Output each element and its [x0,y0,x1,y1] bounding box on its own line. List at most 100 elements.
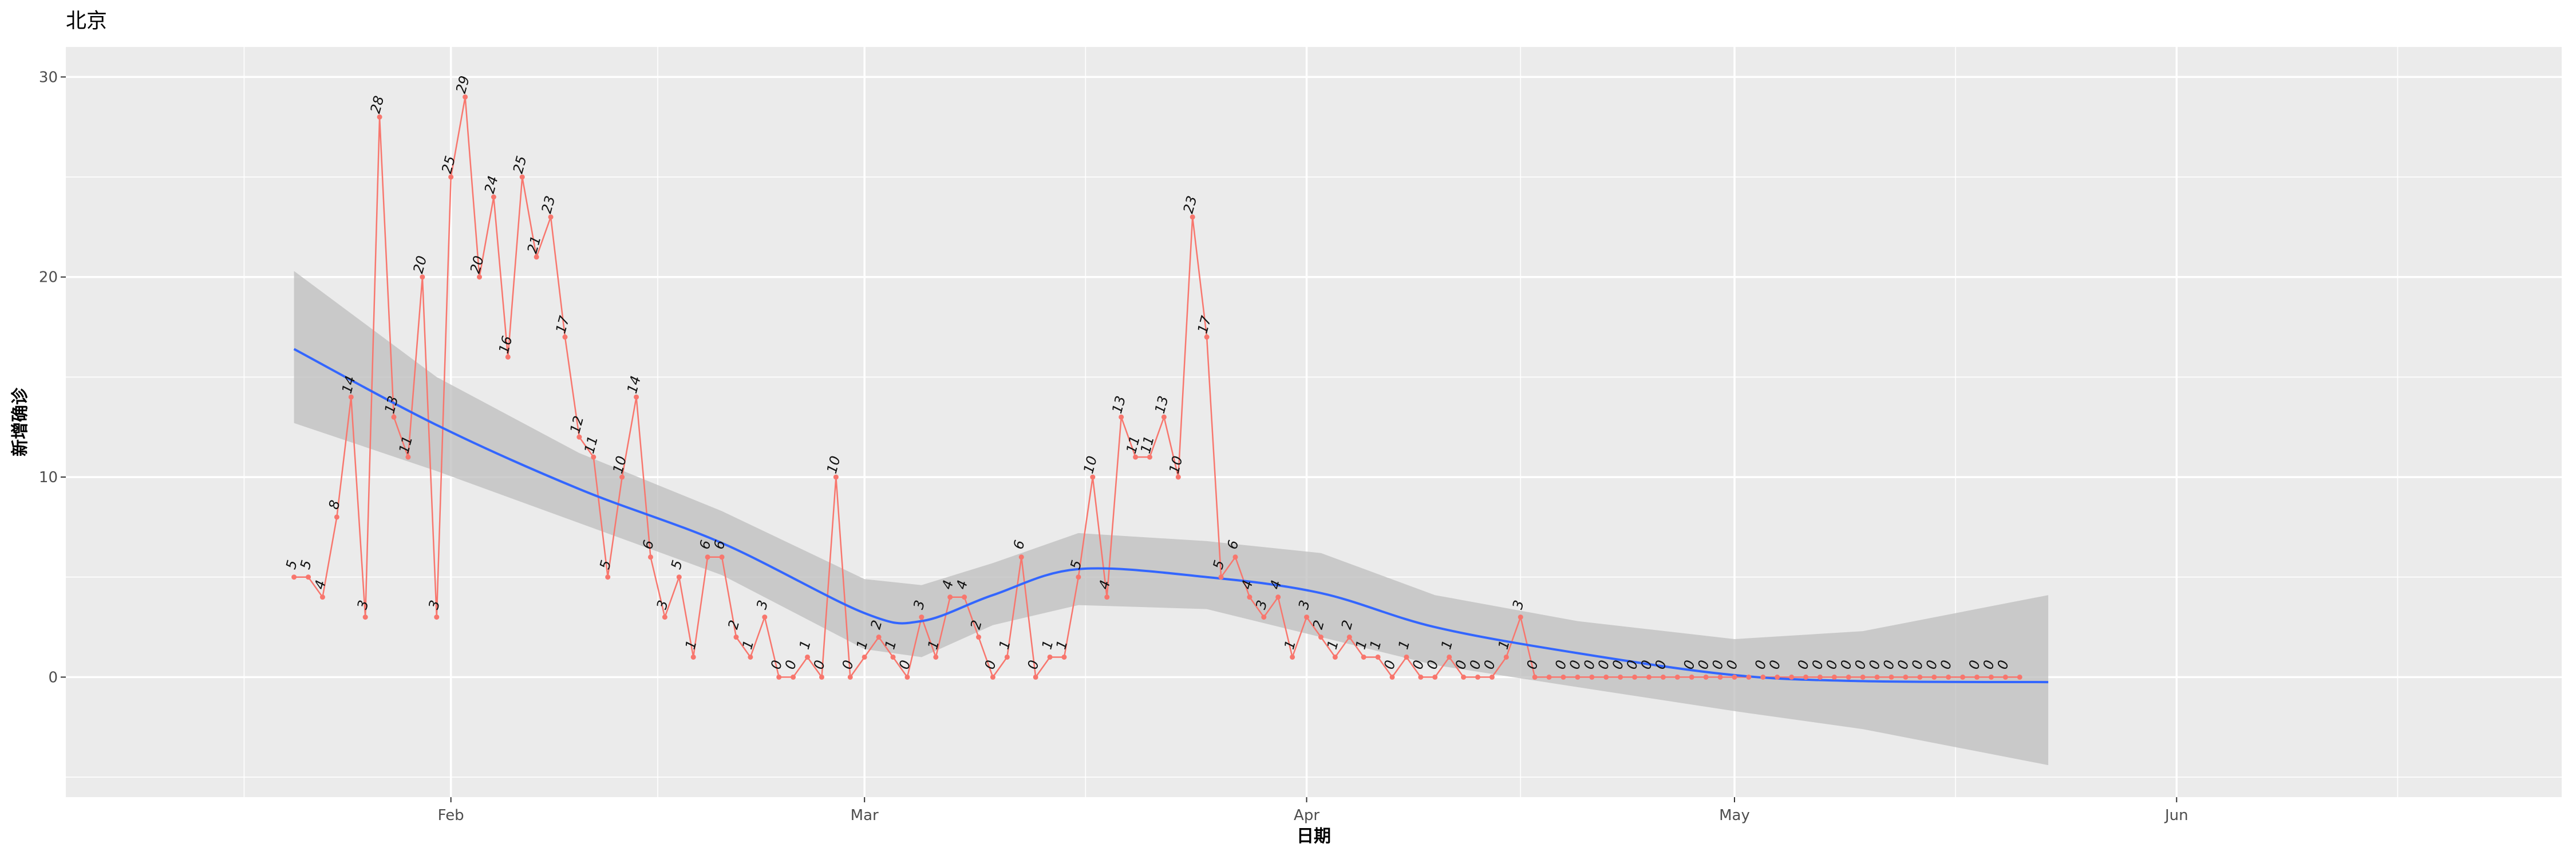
data-points [291,94,2022,680]
data-label: 2 [967,618,985,631]
data-label: 1 [1281,639,1299,651]
data-label: 0 [1609,659,1627,671]
data-point [647,554,653,560]
data-point [1660,674,1666,680]
data-label: 0 [1709,659,1726,671]
data-point [1789,674,1795,680]
data-point [1974,674,1980,680]
data-label: 6 [710,538,728,551]
data-label: 1 [1038,639,1056,651]
data-point [448,174,454,180]
data-label: 0 [1880,659,1898,671]
data-label: 0 [1025,659,1042,671]
data-label: 1 [682,639,700,651]
data-label: 4 [1267,578,1285,591]
data-point [1332,654,1338,660]
data-label: 4 [953,578,971,591]
data-point [1375,654,1381,660]
data-point [1018,554,1024,560]
data-point [1076,574,1081,580]
data-point [862,654,867,660]
data-point [1290,654,1295,660]
data-label: 0 [1381,659,1398,671]
data-point [634,394,639,400]
data-point [1831,674,1837,680]
data-point [1204,334,1210,340]
data-label: 0 [1894,659,1912,671]
data-point [1817,674,1823,680]
data-label: 0 [1723,659,1741,671]
data-point [1261,614,1267,620]
x-tick-label: Apr [1294,807,1319,824]
data-point [1304,614,1310,620]
data-label: 0 [1652,659,1670,671]
data-label: 0 [782,659,800,671]
x-axis: Feb Mar Apr May Jun [438,797,2188,824]
data-label: 5 [1210,558,1227,571]
data-label: 0 [1909,659,1926,671]
data-point [1860,674,1866,680]
data-point [405,454,411,460]
data-label: 0 [1795,659,1812,671]
data-point [1603,674,1609,680]
data-point [1760,674,1766,680]
data-label: 0 [1838,659,1855,671]
data-label: 0 [1937,659,1955,671]
data-label: 3 [425,598,443,611]
data-point [1689,674,1694,680]
data-point [2017,674,2022,680]
data-point [1532,674,1538,680]
data-label: 4 [1238,578,1256,591]
y-tick-label: 10 [39,469,58,486]
data-point [1346,635,1352,640]
data-label: 0 [1581,659,1598,671]
data-point [876,635,882,640]
data-label: 1 [739,639,757,651]
data-label: 2 [725,618,742,631]
data-point [1232,554,1238,560]
data-point [1061,654,1067,660]
data-label: 0 [1552,659,1570,671]
x-tick-label: Mar [851,807,879,824]
data-point [1147,454,1152,460]
data-label: 0 [1452,659,1470,671]
data-label: 0 [1994,659,2012,671]
chart-title: 北京 [66,9,107,33]
data-point [1946,674,1951,680]
data-point [576,434,582,440]
data-point [619,474,625,480]
data-point [1190,214,1195,220]
data-label: 0 [1424,659,1441,671]
data-label: 2 [867,618,885,631]
data-label: 0 [1524,659,1542,671]
data-point [1717,674,1723,680]
data-label: 1 [924,639,942,651]
minor-gridlines [66,47,2562,797]
data-label: 1 [1324,639,1342,651]
data-label: 4 [939,578,957,591]
data-point [306,574,311,580]
data-point [1447,654,1452,660]
data-label: 2 [1310,618,1327,631]
data-label: 0 [1467,659,1484,671]
data-label: 3 [1295,598,1313,611]
data-label: 1 [1438,639,1456,651]
data-point [1646,674,1652,680]
data-label: 3 [753,598,771,611]
data-label: 5 [283,558,301,571]
data-label: 3 [354,598,372,611]
smooth-line [293,348,2049,684]
data-label: 1 [996,639,1014,651]
data-point [690,654,696,660]
data-point [434,614,440,620]
data-point [904,674,910,680]
data-point [1119,414,1124,420]
data-point [1418,674,1424,680]
data-point [1432,674,1438,680]
data-point [377,114,382,120]
data-point [391,414,397,420]
data-point [1546,674,1552,680]
data-point [662,614,667,620]
data-label: 5 [1067,558,1085,571]
data-point [1931,674,1937,680]
